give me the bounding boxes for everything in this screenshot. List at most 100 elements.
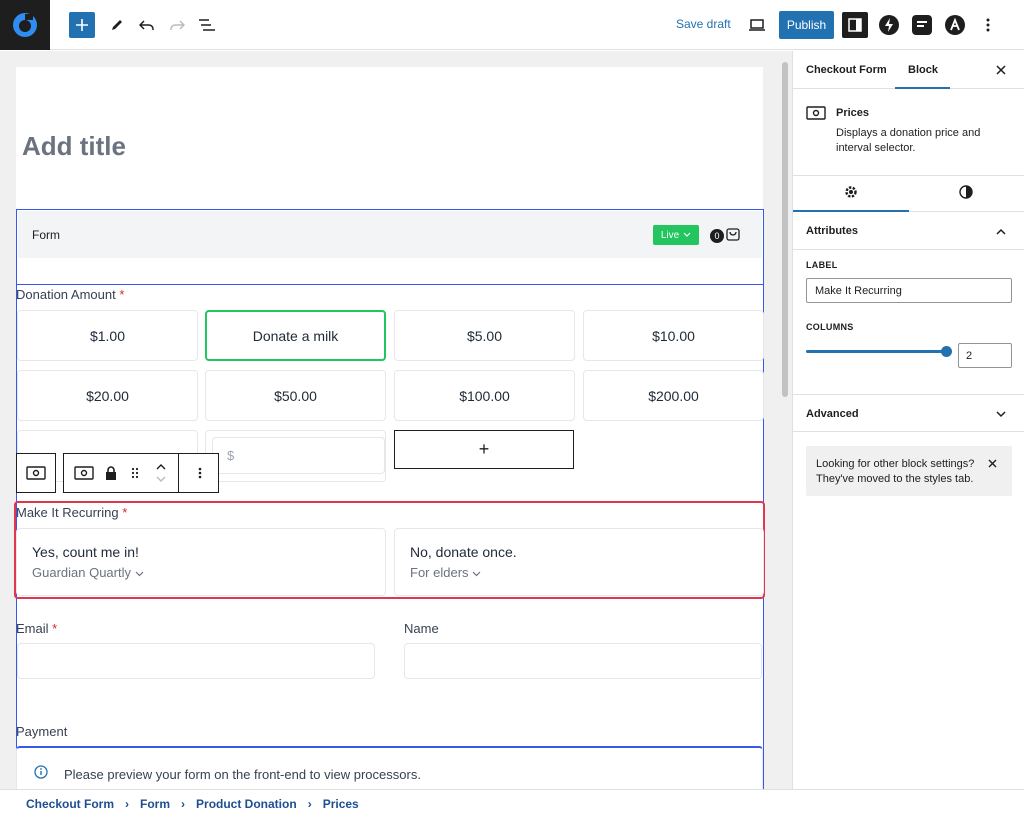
add-price-button[interactable]: + [394,430,574,469]
plus-icon [76,19,88,31]
columns-slider-thumb[interactable] [941,346,952,357]
price-option[interactable]: $100.00 [394,370,575,421]
required-marker: * [52,621,58,636]
more-options-icon [198,467,202,479]
price-option[interactable]: $1.00 [17,310,198,361]
drag-handle[interactable] [124,454,146,492]
breadcrumb-item[interactable]: Checkout Form [26,796,115,811]
price-option[interactable]: $20.00 [17,370,198,421]
recurring-block-highlight[interactable] [14,501,765,599]
bolt-plugin-button[interactable] [876,12,902,38]
recurring-interval-select[interactable]: For elders [410,565,481,580]
tab-settings[interactable] [844,185,858,204]
price-option[interactable]: $50.00 [205,370,386,421]
gear-icon [845,186,857,198]
money-icon [26,466,46,480]
settings-toggle-button[interactable] [842,12,868,38]
price-option[interactable]: $200.00 [583,370,764,421]
more-options-button[interactable] [975,12,1001,38]
bolt-icon [879,15,899,35]
block-parent-selector[interactable] [16,453,56,493]
label-input[interactable]: Make It Recurring [806,278,1012,303]
post-title-placeholder[interactable]: Add title [22,131,126,161]
styles-moved-notice: Looking for other block settings? They'v… [806,446,1012,496]
astra-plugin-button[interactable] [942,12,968,38]
price-option[interactable]: $10.00 [583,310,764,361]
chevron-up-icon[interactable] [156,464,166,470]
contrast-icon [959,185,973,199]
move-block-buttons[interactable] [150,454,172,492]
chevron-down-icon [472,571,481,577]
undo-button[interactable] [134,12,160,38]
recurring-option-title: No, donate once. [410,544,517,560]
custom-amount-input[interactable]: $ [212,437,385,474]
recurring-option-no[interactable]: No, donate once. For elders [394,528,764,596]
breadcrumb-separator-icon: › [307,796,312,811]
astra-icon [945,15,965,35]
live-mode-label: Live [660,229,680,241]
columns-number-input[interactable]: 2 [958,343,1012,368]
email-label-text: Email [16,621,49,636]
close-sidebar-button[interactable] [996,62,1006,78]
form-block[interactable]: Form Live 0 [16,209,764,789]
label-field-label: LABEL [806,260,838,270]
block-card: Prices Displays a donation price and int… [793,89,1024,176]
advanced-panel-header[interactable]: Advanced [793,394,1024,432]
publish-button[interactable]: Publish [779,11,834,39]
email-field[interactable] [17,643,375,679]
preview-button[interactable] [744,12,770,38]
chevron-up-icon [996,228,1006,235]
breadcrumb-separator-icon: › [181,796,186,811]
save-draft-button[interactable]: Save draft [676,17,731,31]
block-options-button[interactable] [182,454,218,492]
block-card-description: Displays a donation price and interval s… [836,127,981,154]
price-option[interactable]: $5.00 [394,310,575,361]
list-view-button[interactable] [194,12,220,38]
payment-label: Payment [16,724,68,739]
required-marker: * [119,287,125,302]
tab-styles[interactable] [959,185,973,204]
add-block-button[interactable] [69,12,95,38]
breadcrumb-item[interactable]: Product Donation [196,796,297,811]
stackable-plugin-button[interactable] [909,12,935,38]
recurring-label-text: Make It Recurring [16,505,119,520]
redo-button[interactable] [164,12,190,38]
canvas-scrollbar[interactable] [780,60,790,789]
price-option-selected[interactable]: Donate a milk [205,310,386,361]
pencil-icon [112,20,122,30]
recurring-option-title: Yes, count me in! [32,544,139,560]
recurring-label: Make It Recurring * [16,505,127,520]
attributes-panel-header[interactable]: Attributes [793,212,1024,250]
close-icon [996,65,1006,75]
block-toolbar [63,453,219,493]
lock-icon [106,466,116,480]
advanced-panel-title: Advanced [806,408,859,420]
dismiss-notice-button[interactable] [988,456,997,471]
cart-icon[interactable] [726,227,740,241]
close-icon [988,459,997,468]
recurring-interval-select[interactable]: Guardian Quartly [32,565,144,580]
money-icon [806,106,826,120]
styles-moved-notice-text: Looking for other block settings? They'v… [816,458,975,485]
settings-icon [848,18,862,32]
chevron-down-icon[interactable] [156,476,166,482]
live-mode-badge[interactable]: Live [653,225,699,245]
recurring-option-yes[interactable]: Yes, count me in! Guardian Quartly [16,528,386,596]
tools-button[interactable] [104,12,130,38]
surecart-logo-icon [13,13,37,37]
cart-count-badge: 0 [710,229,724,243]
recurring-interval-value: For elders [410,565,469,580]
block-type-button[interactable] [70,454,98,492]
columns-slider-track[interactable] [806,350,946,353]
surecart-logo[interactable] [0,0,50,50]
desktop-preview-icon [749,19,765,31]
tab-checkout-form[interactable]: Checkout Form [806,64,887,76]
scrollbar-thumb[interactable] [782,62,788,397]
breadcrumb-item-current[interactable]: Prices [322,796,359,811]
name-field[interactable] [404,643,762,679]
lock-button[interactable] [100,454,122,492]
breadcrumb-item[interactable]: Form [140,796,171,811]
tab-block[interactable]: Block [908,64,938,76]
undo-icon [139,20,154,30]
drag-handle-icon [131,467,139,479]
